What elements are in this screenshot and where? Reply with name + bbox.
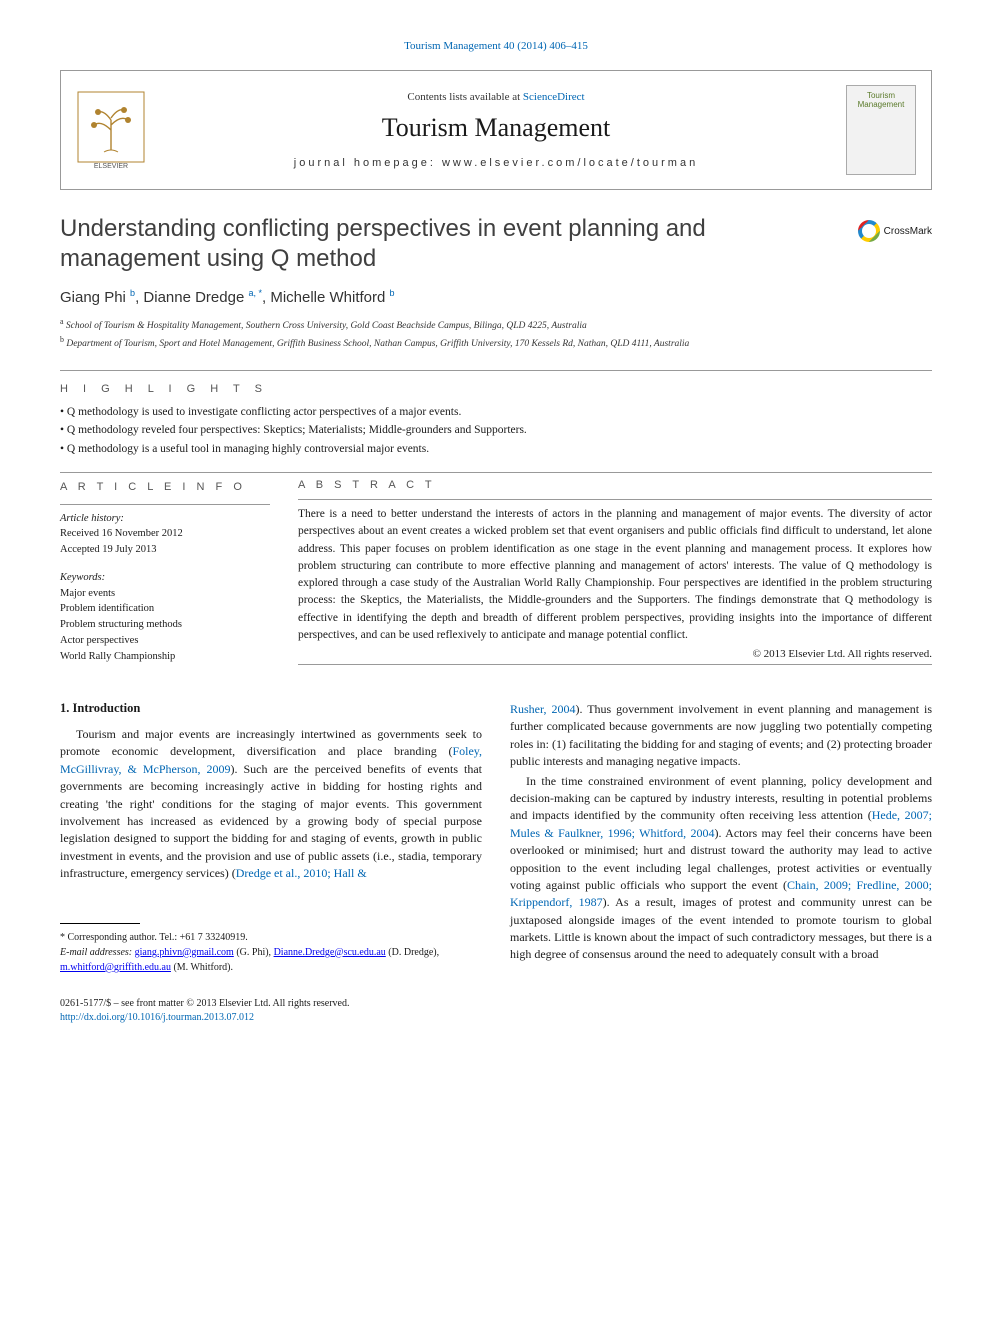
body-columns: 1. Introduction Tourism and major events… [60, 701, 932, 1025]
svg-text:ELSEVIER: ELSEVIER [94, 163, 128, 170]
keyword-item: World Rally Championship [60, 649, 270, 665]
footnote-block: * Corresponding author. Tel.: +61 7 3324… [60, 923, 482, 975]
highlight-item: Q methodology is a useful tool in managi… [60, 440, 932, 458]
citation-link[interactable]: Rusher, 2004 [510, 702, 575, 716]
abstract-heading: A B S T R A C T [298, 479, 932, 491]
accepted-date: Accepted 19 July 2013 [60, 542, 270, 558]
sciencedirect-link[interactable]: ScienceDirect [523, 91, 585, 103]
p2-text-a: In the time constrained environment of e… [510, 774, 932, 823]
email-addresses: E-mail addresses: giang.phivn@gmail.com … [60, 945, 482, 975]
corresponding-author: * Corresponding author. Tel.: +61 7 3324… [60, 930, 482, 945]
crossmark-icon [858, 220, 880, 242]
intro-paragraph-2: In the time constrained environment of e… [510, 773, 932, 964]
highlight-item: Q methodology is used to investigate con… [60, 403, 932, 421]
email-name: (D. Dredge), [386, 947, 439, 958]
divider [298, 664, 932, 665]
abstract-text: There is a need to better understand the… [298, 506, 932, 644]
highlights-list: Q methodology is used to investigate con… [60, 403, 932, 458]
left-column: 1. Introduction Tourism and major events… [60, 701, 482, 1025]
front-matter-line: 0261-5177/$ – see front matter © 2013 El… [60, 997, 482, 1011]
email-name: (G. Phi), [234, 947, 274, 958]
keyword-item: Major events [60, 586, 270, 602]
affiliations: a School of Tourism & Hospitality Manage… [60, 316, 932, 352]
p1-text-a: Tourism and major events are increasingl… [60, 727, 482, 758]
affiliation-a: a School of Tourism & Hospitality Manage… [60, 316, 932, 334]
footnote-rule [60, 923, 140, 924]
citation-link[interactable]: Dredge et al., 2010; Hall & [236, 866, 367, 880]
divider [298, 499, 932, 500]
highlights-heading: H I G H L I G H T S [60, 383, 932, 395]
journal-header: ELSEVIER Contents lists available at Sci… [60, 70, 932, 190]
journal-homepage: journal homepage: www.elsevier.com/locat… [294, 157, 698, 169]
keyword-item: Actor perspectives [60, 633, 270, 649]
crossmark-label: CrossMark [884, 226, 932, 237]
authors-line: Giang Phi b, Dianne Dredge a, *, Michell… [60, 288, 932, 306]
email-link[interactable]: giang.phivn@gmail.com [135, 947, 234, 958]
homepage-url: www.elsevier.com/locate/tourman [442, 157, 698, 169]
email-link[interactable]: m.whitford@griffith.edu.au [60, 962, 171, 973]
divider [60, 472, 932, 473]
keywords-label: Keywords: [60, 570, 270, 586]
journal-cover-wrap: Tourism Management [831, 71, 931, 189]
doi-link[interactable]: http://dx.doi.org/10.1016/j.tourman.2013… [60, 1012, 254, 1023]
publisher-logo-wrap: ELSEVIER [61, 71, 161, 189]
affiliation-b-text: Department of Tourism, Sport and Hotel M… [66, 339, 689, 349]
keywords-list: Major eventsProblem identificationProble… [60, 586, 270, 665]
elsevier-tree-logo: ELSEVIER [76, 90, 146, 170]
p1-text-b: ). Such are the perceived benefits of ev… [60, 762, 482, 880]
article-title: Understanding conflicting perspectives i… [60, 214, 822, 274]
intro-heading: 1. Introduction [60, 701, 482, 716]
right-column: Rusher, 2004). Thus government involveme… [510, 701, 932, 1025]
divider [60, 504, 270, 505]
journal-reference: Tourism Management 40 (2014) 406–415 [60, 40, 932, 52]
article-info-column: A R T I C L E I N F O Article history: R… [60, 479, 270, 665]
crossmark-badge[interactable]: CrossMark [842, 220, 932, 242]
journal-cover-thumbnail: Tourism Management [846, 85, 916, 175]
affiliation-b: b Department of Tourism, Sport and Hotel… [60, 334, 932, 352]
article-info-heading: A R T I C L E I N F O [60, 479, 270, 496]
intro-paragraph-1: Tourism and major events are increasingl… [60, 726, 482, 883]
emails-label: E-mail addresses: [60, 947, 135, 958]
received-date: Received 16 November 2012 [60, 526, 270, 542]
contents-prefix: Contents lists available at [407, 91, 522, 103]
keyword-item: Problem identification [60, 601, 270, 617]
journal-ref-link[interactable]: Tourism Management 40 (2014) 406–415 [404, 40, 588, 52]
homepage-prefix: journal homepage: [294, 157, 442, 169]
abstract-column: A B S T R A C T There is a need to bette… [298, 479, 932, 665]
highlight-item: Q methodology reveled four perspectives:… [60, 421, 932, 439]
abstract-copyright: © 2013 Elsevier Ltd. All rights reserved… [298, 648, 932, 660]
footer-bar: 0261-5177/$ – see front matter © 2013 El… [60, 997, 482, 1025]
journal-name: Tourism Management [382, 113, 611, 143]
email-link[interactable]: Dianne.Dredge@scu.edu.au [274, 947, 386, 958]
keyword-item: Problem structuring methods [60, 617, 270, 633]
affiliation-a-text: School of Tourism & Hospitality Manageme… [66, 321, 587, 331]
divider [60, 370, 932, 371]
cover-title-line2: Management [858, 101, 905, 110]
intro-paragraph-1-cont: Rusher, 2004). Thus government involveme… [510, 701, 932, 771]
article-history-label: Article history: [60, 511, 270, 527]
email-name: (M. Whitford). [171, 962, 233, 973]
contents-available-line: Contents lists available at ScienceDirec… [407, 91, 584, 103]
